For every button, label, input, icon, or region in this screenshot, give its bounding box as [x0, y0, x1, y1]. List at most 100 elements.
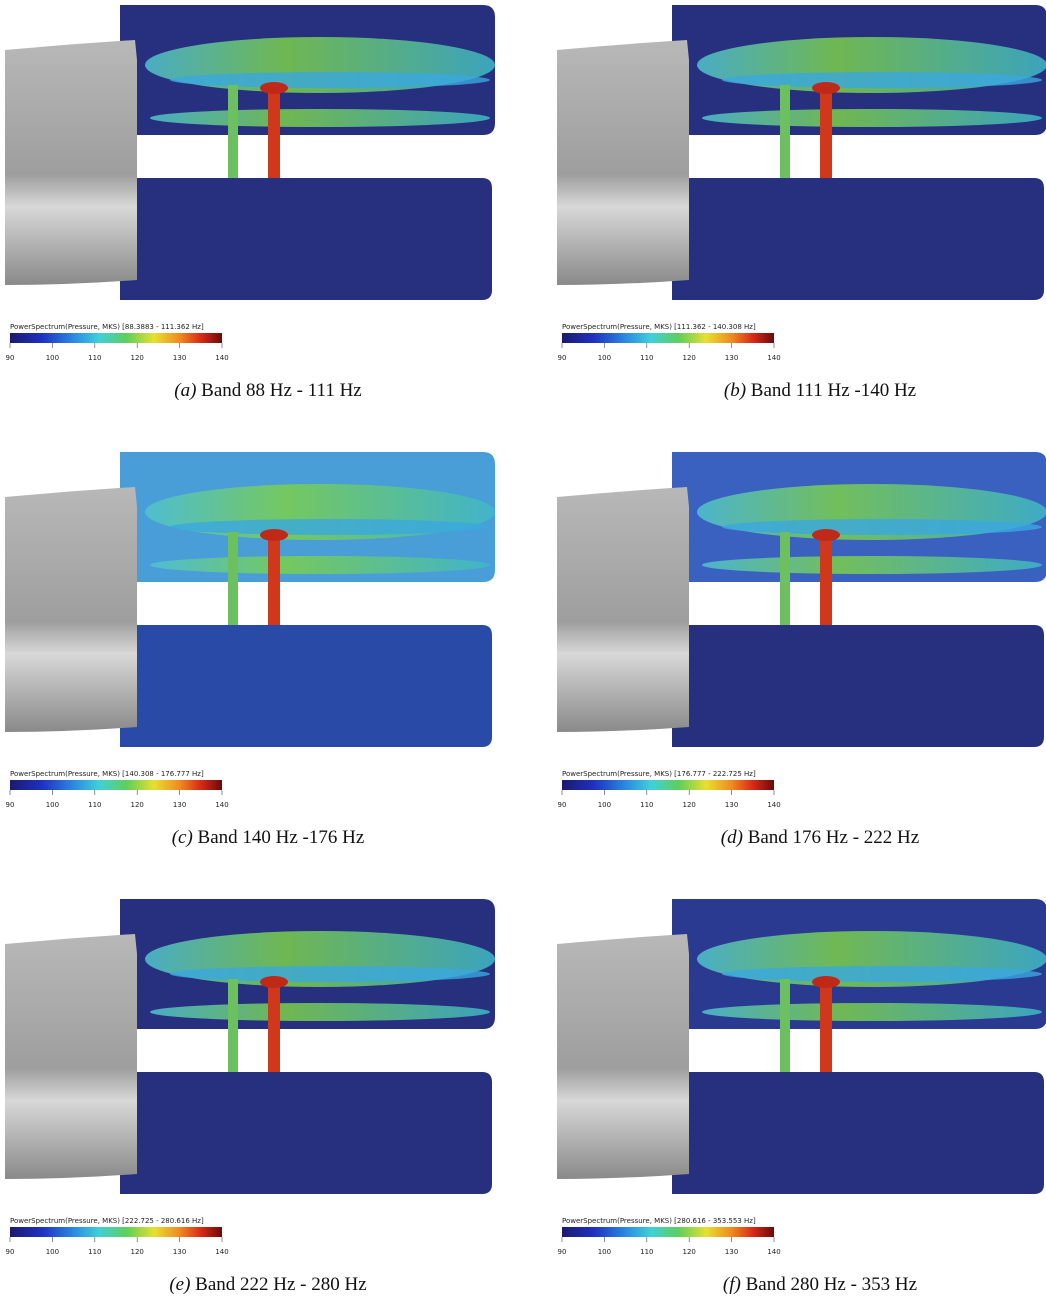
tube-left [780, 85, 790, 178]
colorbar-tick-label: 140 [215, 801, 228, 809]
simulation-image [557, 899, 1046, 1194]
colorbar-tick-label: 120 [683, 1248, 696, 1256]
colorbar-tick-label: 110 [88, 354, 101, 362]
colorbar-title: PowerSpectrum(Pressure, MKS) [111.362 - … [562, 323, 756, 331]
tube-head [812, 976, 840, 988]
caption-label: (b) [724, 380, 746, 401]
colorbar-tick-label: 90 [558, 1248, 567, 1256]
nozzle [5, 487, 137, 732]
caption-text: Band 111 Hz -140 Hz [751, 380, 916, 401]
caption: (c) Band 140 Hz -176 Hz [172, 827, 365, 848]
colorbar-title: PowerSpectrum(Pressure, MKS) [222.725 - … [10, 1217, 204, 1225]
colorbar-tick-label: 120 [683, 354, 696, 362]
colorbar-tick-label: 100 [46, 354, 59, 362]
panel: PowerSpectrum(Pressure, MKS) [88.3883 - … [5, 5, 495, 401]
colorbar [10, 1227, 222, 1237]
nozzle [5, 934, 137, 1179]
colorbar-tick-label: 90 [6, 354, 15, 362]
caption: (e) Band 222 Hz - 280 Hz [169, 1274, 366, 1295]
jet-lower [702, 1003, 1042, 1021]
tube-right [268, 532, 280, 625]
jet-lower [150, 109, 490, 127]
tube-right [820, 85, 832, 178]
jet-lower [702, 109, 1042, 127]
tube-head [812, 529, 840, 541]
colorbar-title: PowerSpectrum(Pressure, MKS) [140.308 - … [10, 770, 204, 778]
colorbar-tick-label: 110 [88, 801, 101, 809]
tube-left [228, 85, 238, 178]
caption: (a) Band 88 Hz - 111 Hz [174, 380, 362, 401]
caption: (f) Band 280 Hz - 353 Hz [723, 1274, 917, 1295]
colorbar-tick-label: 120 [683, 801, 696, 809]
colorbar-tick-label: 130 [173, 801, 186, 809]
colorbar-tick-label: 90 [558, 354, 567, 362]
colorbar-tick-label: 130 [725, 354, 738, 362]
colorbar-tick-label: 100 [598, 801, 611, 809]
caption-label: (f) [723, 1274, 741, 1295]
caption-text: Band 280 Hz - 353 Hz [746, 1274, 918, 1295]
colorbar-tick-label: 130 [173, 354, 186, 362]
bottom-domain [672, 625, 1044, 747]
bottom-domain [120, 178, 492, 300]
colorbar-tick-label: 100 [598, 1248, 611, 1256]
caption-label: (d) [721, 827, 743, 848]
caption-text: Band 88 Hz - 111 Hz [201, 380, 362, 401]
panel: PowerSpectrum(Pressure, MKS) [111.362 - … [557, 5, 1046, 401]
colorbar [562, 333, 774, 343]
simulation-image [5, 899, 495, 1194]
colorbar-tick-label: 90 [558, 801, 567, 809]
jet-lower [150, 556, 490, 574]
colorbar-title: PowerSpectrum(Pressure, MKS) [88.3883 - … [10, 323, 204, 331]
jet-lower [702, 556, 1042, 574]
caption-label: (c) [172, 827, 193, 848]
colorbar-tick-label: 120 [131, 1248, 144, 1256]
tube-left [780, 979, 790, 1072]
colorbar-tick-label: 100 [46, 801, 59, 809]
jet-core [722, 72, 1042, 88]
tube-head [260, 529, 288, 541]
jet-lower [150, 1003, 490, 1021]
colorbar-tick-label: 140 [767, 801, 780, 809]
colorbar-tick-label: 110 [640, 1248, 653, 1256]
simulation-image [5, 452, 495, 747]
colorbar-tick-label: 110 [88, 1248, 101, 1256]
colorbar-tick-label: 110 [640, 801, 653, 809]
tube-right [820, 979, 832, 1072]
nozzle [557, 487, 689, 732]
caption-text: Band 140 Hz -176 Hz [198, 827, 365, 848]
nozzle [557, 934, 689, 1179]
colorbar-tick-label: 110 [640, 354, 653, 362]
bottom-domain [120, 625, 492, 747]
jet-core [170, 72, 490, 88]
jet-core [170, 966, 490, 982]
colorbar [562, 1227, 774, 1237]
colorbar-tick-label: 130 [173, 1248, 186, 1256]
tube-right [268, 979, 280, 1072]
colorbar-tick-label: 90 [6, 1248, 15, 1256]
caption-text: Band 222 Hz - 280 Hz [195, 1274, 367, 1295]
colorbar-tick-label: 120 [131, 354, 144, 362]
caption-label: (e) [169, 1274, 190, 1295]
tube-left [780, 532, 790, 625]
caption: (b) Band 111 Hz -140 Hz [724, 380, 916, 401]
colorbar-tick-label: 140 [767, 354, 780, 362]
caption: (d) Band 176 Hz - 222 Hz [721, 827, 919, 848]
colorbar [562, 780, 774, 790]
panel: PowerSpectrum(Pressure, MKS) [222.725 - … [5, 899, 495, 1295]
panel: PowerSpectrum(Pressure, MKS) [140.308 - … [5, 452, 495, 848]
panel: PowerSpectrum(Pressure, MKS) [176.777 - … [557, 452, 1046, 848]
colorbar [10, 780, 222, 790]
colorbar-tick-label: 140 [767, 1248, 780, 1256]
colorbar-tick-label: 130 [725, 801, 738, 809]
bottom-domain [120, 1072, 492, 1194]
colorbar-tick-label: 120 [131, 801, 144, 809]
colorbar-title: PowerSpectrum(Pressure, MKS) [176.777 - … [562, 770, 756, 778]
colorbar-tick-label: 130 [725, 1248, 738, 1256]
nozzle [5, 40, 137, 285]
caption-text: Band 176 Hz - 222 Hz [748, 827, 920, 848]
simulation-image [557, 452, 1046, 747]
simulation-image [557, 5, 1046, 300]
jet-core [722, 966, 1042, 982]
tube-right [268, 85, 280, 178]
